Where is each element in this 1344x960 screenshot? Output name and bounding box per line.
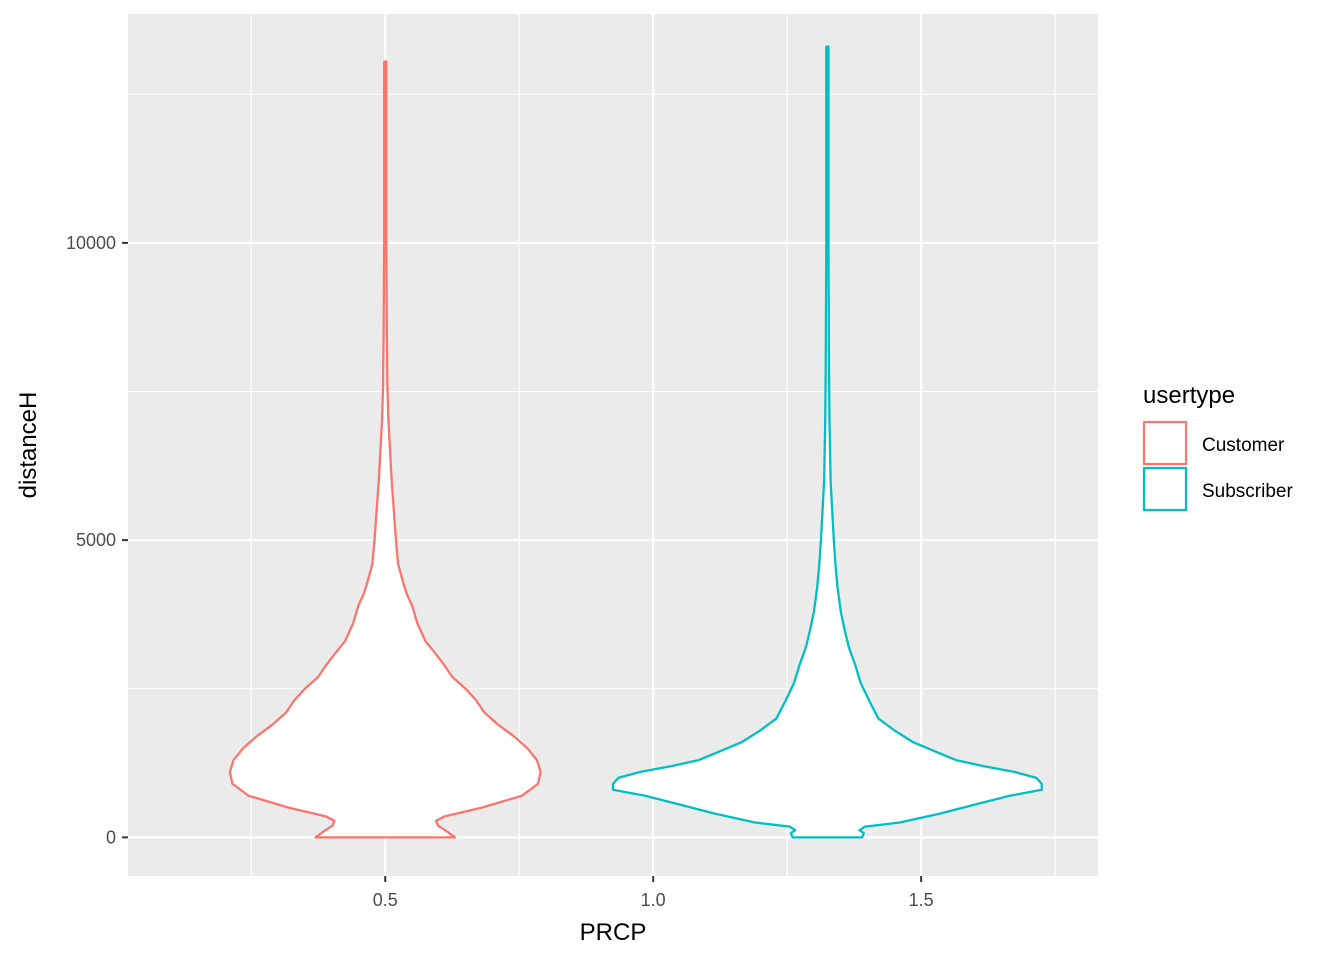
- y-tick-label: 0: [106, 827, 116, 847]
- legend-label-customer: Customer: [1202, 435, 1285, 456]
- x-tick-label: 0.5: [373, 890, 398, 910]
- violins: [228, 45, 1043, 839]
- x-tick-label: 1.0: [641, 890, 666, 910]
- legend: usertype Customer Subscriber: [1142, 382, 1293, 512]
- y-tick-label: 5000: [76, 530, 116, 550]
- legend-key-customer: [1142, 420, 1188, 466]
- violin-subscriber: [611, 45, 1043, 839]
- violin-customer: [228, 60, 542, 839]
- legend-label-subscriber: Subscriber: [1202, 481, 1293, 502]
- legend-title: usertype: [1143, 382, 1235, 409]
- axes: 0.5 1.0 1.5 0 5000 10000: [66, 233, 934, 910]
- x-tick-label: 1.5: [909, 890, 934, 910]
- legend-key-subscriber: [1142, 466, 1188, 512]
- y-axis-title: distanceH: [15, 392, 42, 499]
- x-axis-title: PRCP: [580, 919, 647, 946]
- y-tick-label: 10000: [66, 233, 116, 253]
